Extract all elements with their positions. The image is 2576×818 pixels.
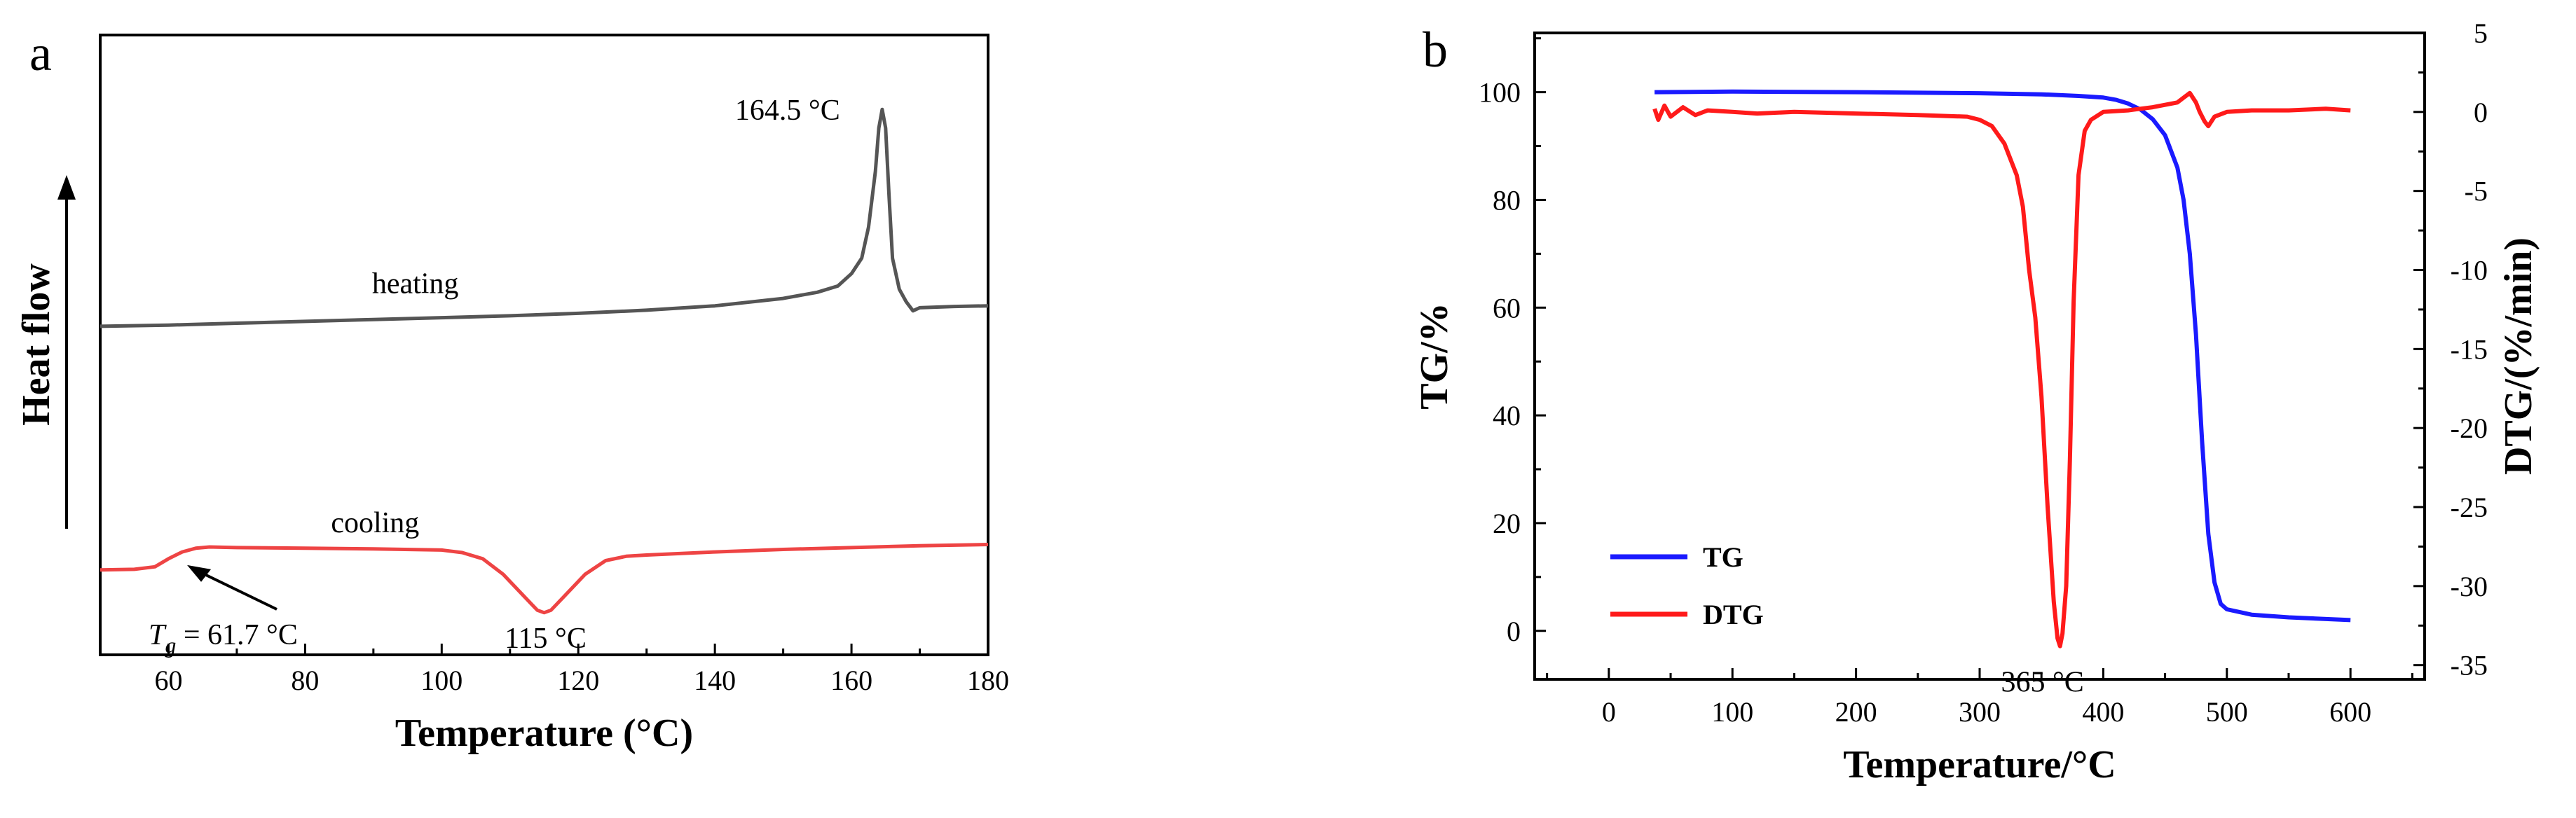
x-axis-label: Temperature (°C) [395, 712, 693, 755]
tg-arrow-head [187, 564, 212, 582]
series-label-cooling: cooling [331, 507, 419, 539]
y-right-tick-label: -25 [2451, 492, 2488, 523]
y-left-tick-label: 20 [1493, 508, 1521, 539]
x-tick-label: 140 [694, 665, 736, 696]
heat-flow-arrow-head [57, 175, 76, 200]
tg-value: = 61.7 °C [176, 619, 298, 651]
tg-subscript: g [165, 632, 176, 658]
x-tick-label: 300 [1959, 696, 2001, 728]
x-tick-label: 180 [967, 665, 1009, 696]
valley-label-cooling: 115 °C [505, 623, 587, 655]
x-tick-label: 100 [1711, 696, 1753, 728]
y-right-tick-label: -15 [2451, 333, 2488, 365]
y-right-tick-label: -20 [2451, 413, 2488, 444]
x-tick-label: 80 [291, 665, 319, 696]
legend-label-DTG: DTG [1703, 599, 1764, 630]
series-line-DTG [1652, 90, 2351, 649]
x-tick-label: 500 [2206, 696, 2248, 728]
y-axis-label: Heat flow [15, 263, 58, 426]
y-left-tick-label: 100 [1479, 77, 1521, 109]
peak-label-heating: 164.5 °C [735, 95, 840, 127]
y-right-tick-label: 5 [2474, 18, 2488, 49]
y-right-tick-label: -30 [2451, 571, 2488, 602]
panel-a-chart: 60 80 100 120 140 160 180 Temperature (°C) Heat … [15, 25, 1009, 755]
dtg-peak-label: 365 °C [2001, 667, 2083, 699]
series-line-cooling [100, 543, 989, 615]
x-tick-label: 0 [1602, 696, 1616, 728]
y-right-tick-label: -10 [2451, 255, 2488, 286]
x-tick-label: 60 [154, 665, 182, 696]
series-label-heating: heating [372, 268, 459, 300]
y-left-tick-label: 80 [1493, 184, 1521, 216]
y-left-tick-label: 40 [1493, 400, 1521, 431]
x-tick-label: 120 [557, 665, 599, 696]
x-tick-label: 600 [2329, 696, 2371, 728]
y-right-tick-label: -35 [2451, 650, 2488, 681]
plot-frame [99, 34, 989, 656]
panel-label: b [1423, 22, 1448, 78]
x-tick-label: 200 [1835, 696, 1877, 728]
y-left-tick-label: 0 [1507, 616, 1521, 647]
y-left-axis-label: TG/% [1413, 303, 1456, 409]
y-right-tick-label: -5 [2465, 176, 2488, 207]
x-axis-label: Temperature/°C [1843, 743, 2116, 786]
panel-label: a [29, 25, 52, 81]
y-right-tick-label: 0 [2474, 97, 2488, 128]
plot-frame [1533, 32, 2426, 681]
x-tick-label: 100 [420, 665, 463, 696]
tg-annotation: Tg = 61.7 °C [149, 619, 298, 658]
series-line-heating [100, 107, 989, 328]
x-tick-label: 160 [830, 665, 872, 696]
tg-arrow-line [193, 568, 278, 611]
y-right-axis-label: DTG/(%/min) [2497, 237, 2540, 475]
tg-symbol: T [149, 619, 167, 651]
series-line-TG [1654, 89, 2351, 623]
panel-b-chart: 0 100 200 300 400 500 600 0 20 40 60 80 100 5 0 -5 -10 -1… [1413, 18, 2540, 786]
x-tick-label: 400 [2082, 696, 2124, 728]
y-left-tick-label: 60 [1493, 292, 1521, 324]
legend-label-TG: TG [1703, 541, 1743, 573]
